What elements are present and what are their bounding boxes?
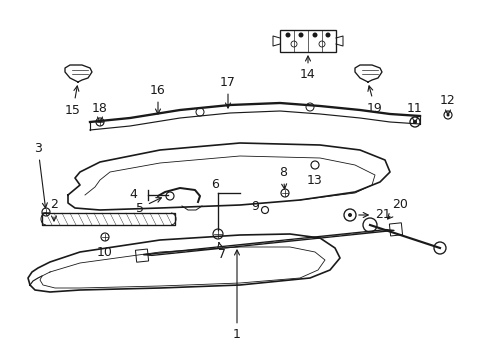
- Text: 15: 15: [65, 86, 81, 117]
- Text: 19: 19: [366, 86, 382, 114]
- Text: 12: 12: [439, 94, 455, 115]
- Text: 3: 3: [34, 141, 47, 208]
- Text: 4: 4: [129, 188, 137, 201]
- Circle shape: [298, 32, 303, 37]
- Text: 7: 7: [217, 243, 225, 261]
- Bar: [388, 223, 402, 236]
- Circle shape: [285, 32, 290, 37]
- Text: 5: 5: [136, 198, 161, 215]
- Text: 10: 10: [97, 246, 113, 258]
- Circle shape: [446, 113, 448, 117]
- Circle shape: [412, 120, 416, 124]
- Text: 20: 20: [387, 198, 407, 219]
- Bar: [135, 249, 148, 262]
- Circle shape: [347, 213, 351, 217]
- Text: 1: 1: [233, 250, 241, 342]
- Text: 16: 16: [150, 84, 165, 114]
- Text: 17: 17: [220, 76, 235, 108]
- Text: 2: 2: [50, 198, 58, 221]
- Text: 6: 6: [211, 179, 219, 192]
- Text: 14: 14: [300, 56, 315, 81]
- Text: 8: 8: [279, 166, 286, 189]
- Text: 9: 9: [250, 201, 259, 213]
- Text: 18: 18: [92, 102, 108, 122]
- Circle shape: [325, 32, 330, 37]
- Circle shape: [312, 32, 317, 37]
- Text: 13: 13: [306, 174, 322, 186]
- Text: 21: 21: [358, 208, 390, 221]
- Text: 11: 11: [407, 102, 422, 123]
